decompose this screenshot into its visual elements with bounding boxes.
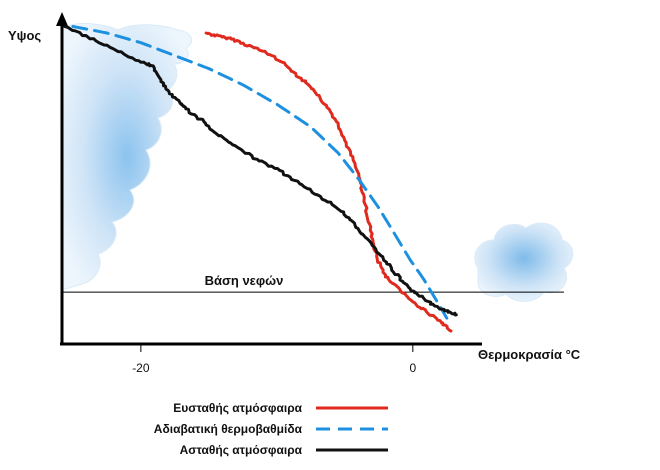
legend-label-2: Αδιαβατική θερμοβαθμίδα — [154, 422, 303, 436]
cloud-right — [474, 222, 574, 302]
x-ticks: -20 0 — [132, 344, 416, 375]
cloud-base-label: Βάση νεφών — [205, 273, 284, 288]
legend: Ευσταθής ατμόσφαιρα Αδιαβατική θερμοβαθμί… — [154, 401, 388, 457]
y-axis-label: Υψος — [8, 28, 41, 43]
legend-label-1: Ευσταθής ατμόσφαιρα — [173, 401, 302, 415]
series-line-3 — [63, 25, 458, 317]
cloud-tower-left — [61, 23, 193, 291]
legend-label-3: Ασταθής ατμόσφαιρα — [180, 443, 303, 457]
y-axis-arrow — [56, 12, 68, 26]
series-line-2 — [71, 25, 449, 320]
x-tick-label: -20 — [132, 361, 150, 375]
x-tick-label: 0 — [409, 361, 416, 375]
series-layer — [63, 25, 458, 333]
series-line-1 — [204, 31, 453, 333]
x-axis-label: Θερμοκρασία °C — [478, 347, 581, 362]
